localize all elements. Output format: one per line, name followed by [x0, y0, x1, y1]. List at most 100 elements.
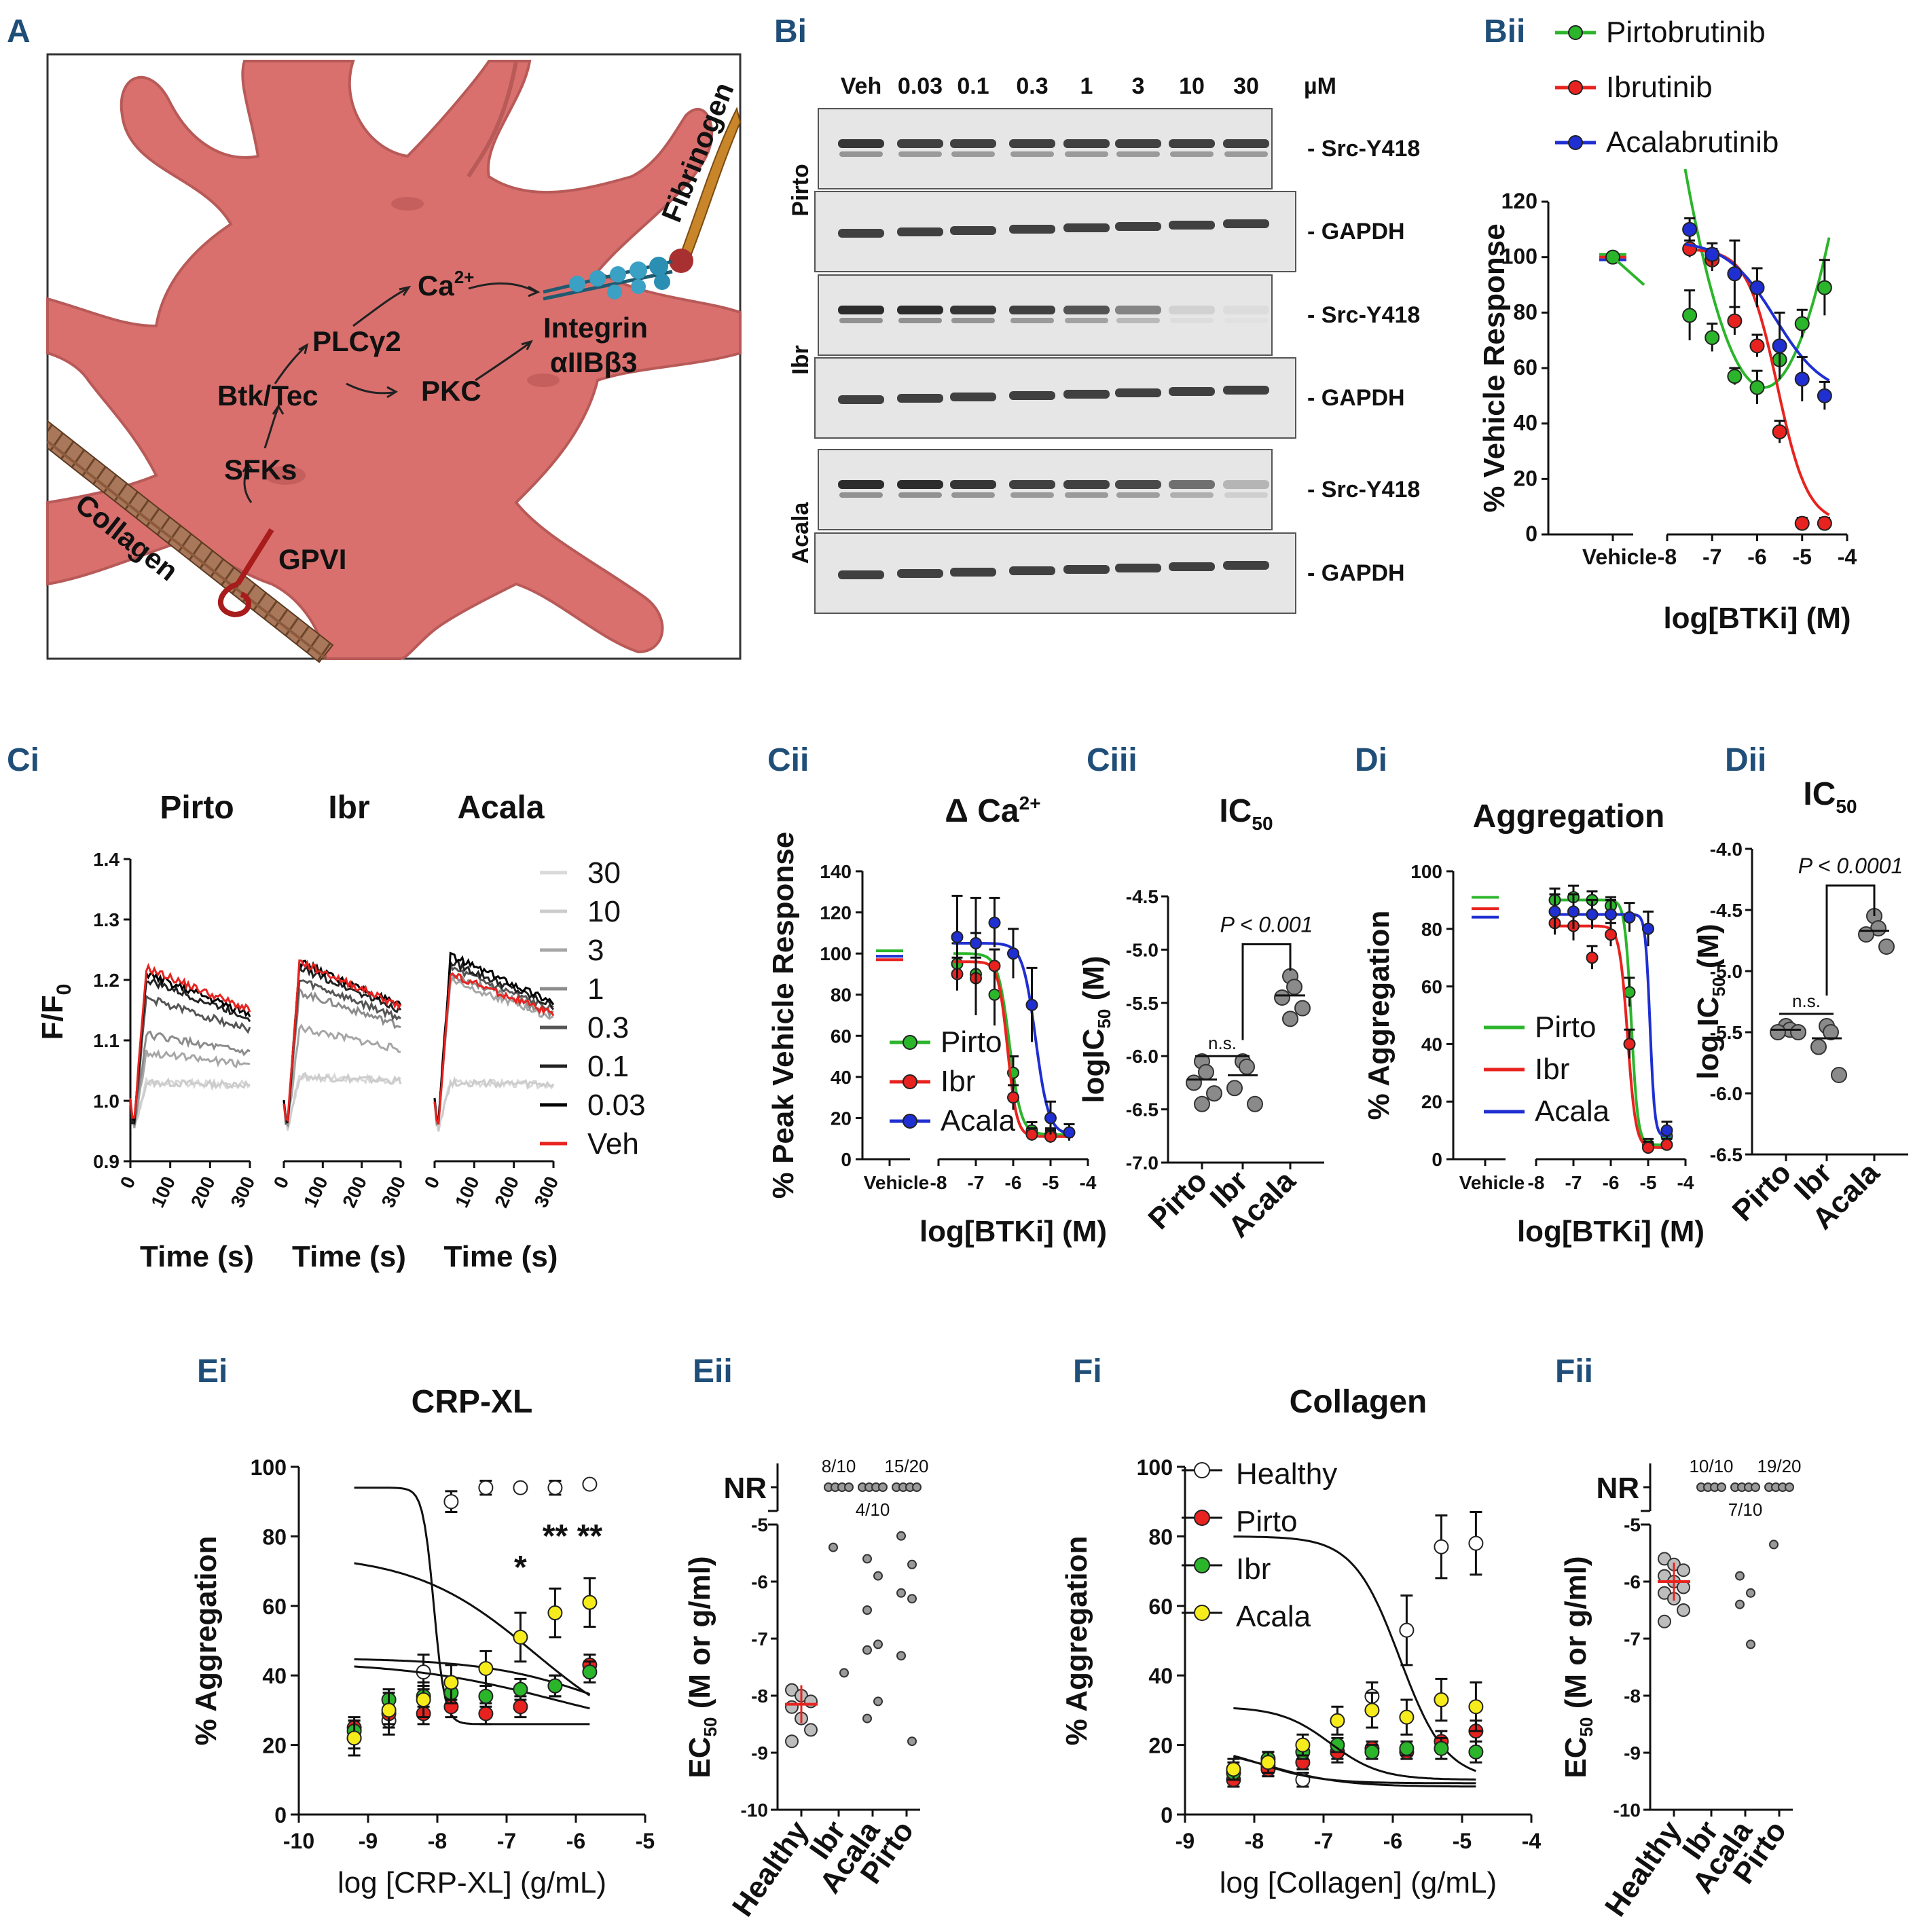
- data-point-ibr: [1623, 1038, 1636, 1051]
- data-point-pirtobrutinib: [1749, 380, 1765, 395]
- nr-count: 19/20: [1757, 1456, 1801, 1476]
- blot-band: [950, 568, 996, 577]
- p-value-annotation: P < 0.0001: [1798, 854, 1903, 878]
- data-point: [1878, 938, 1895, 955]
- data-point-acala: [1044, 1112, 1057, 1125]
- data-point-acala: [443, 1675, 459, 1690]
- x-tick-label: -8: [1528, 1172, 1545, 1193]
- x-category-label: Healthy: [726, 1815, 816, 1922]
- data-point: [862, 1605, 872, 1615]
- x-tick-label: 200: [338, 1173, 371, 1210]
- x-tick-label: -9: [1175, 1829, 1195, 1853]
- blot-band: [1115, 222, 1161, 231]
- y-tick-label: -6.5: [1126, 1099, 1159, 1120]
- blot-concentration-label: 0.1: [957, 73, 989, 99]
- data-point-acala: [1567, 905, 1580, 918]
- trace-pirto-0.3: [129, 994, 251, 1125]
- panel-bii-chart: Bii 0 20 40 60 80 100 120 -8 -7 -6 -5 -4 Vehicle log[…: [1478, 14, 1857, 635]
- blot-band: [838, 395, 884, 404]
- legend-swatch-marker: [1194, 1510, 1210, 1526]
- y-tick-label: 60: [1421, 977, 1442, 998]
- data-point: [907, 1594, 917, 1604]
- blot-band: [1063, 306, 1110, 314]
- y-tick-label: -8: [751, 1685, 768, 1707]
- panel-label-fii: Fii: [1555, 1353, 1593, 1389]
- trace-ibr-1: [282, 986, 401, 1128]
- data-point: [1658, 1614, 1671, 1628]
- data-point-pirtobrutinib: [1727, 369, 1743, 384]
- data-point-pirto: [478, 1706, 494, 1721]
- data-point: [1677, 1563, 1690, 1578]
- nr-point: [1717, 1482, 1726, 1492]
- vehicle-tick-label: Vehicle: [1582, 545, 1657, 569]
- panel-cii-chart: Cii 0 20 40 60 80 100 120 140 -8 -7 -6 -5 -4 Vehicle l…: [767, 742, 1107, 1248]
- data-point-acala: [547, 1605, 563, 1621]
- data-point-acala: [1330, 1713, 1345, 1728]
- fit-curve-acala: [354, 1562, 591, 1696]
- data-point-acala: [1295, 1737, 1311, 1753]
- data-point-pirtobrutinib: [1682, 308, 1698, 323]
- blot-concentration-label: 10: [1179, 73, 1205, 99]
- data-point: [1769, 1539, 1779, 1550]
- blot-strip: [814, 532, 1296, 614]
- data-point-acala: [381, 1702, 397, 1718]
- data-point: [1198, 1063, 1214, 1080]
- trace-acala-Veh: [433, 972, 555, 1125]
- trace-pirto-Veh: [129, 962, 251, 1119]
- panel-label-a: A: [7, 14, 31, 50]
- blot-band: [1169, 306, 1215, 314]
- blot-band-lower: [951, 318, 995, 323]
- nr-label: NR: [1596, 1472, 1639, 1505]
- data-point: [1810, 1038, 1827, 1055]
- pkc-label: PKC: [421, 375, 481, 407]
- y-tick-label: 80: [1421, 919, 1442, 940]
- data-point-acala: [1586, 908, 1599, 921]
- legend-label: Acalabrutinib: [1606, 126, 1779, 159]
- legend-label: 0.03: [587, 1089, 646, 1122]
- data-point: [1735, 1599, 1745, 1609]
- trace-subtitle: Pirto: [160, 790, 234, 826]
- chart-title: Aggregation: [1473, 799, 1665, 835]
- data-point: [828, 1542, 838, 1552]
- blot-band-lower: [1170, 151, 1214, 157]
- data-point-ibrutinib: [1727, 313, 1743, 329]
- x-tick-label: 0: [116, 1173, 140, 1191]
- legend-label: 30: [587, 856, 621, 890]
- y-tick-label: -4.0: [1710, 839, 1743, 860]
- ca-label: Ca2+: [418, 267, 474, 302]
- blot-band-lower: [1010, 492, 1054, 498]
- panel-label-bi: Bi: [774, 14, 807, 50]
- blot-band: [1169, 562, 1215, 571]
- legend-label: 3: [587, 934, 604, 967]
- y-tick-label: -9: [1624, 1743, 1641, 1764]
- chart-title-text: IC: [1219, 793, 1252, 829]
- blot-band: [950, 139, 996, 148]
- y-axis-label-sub: 50: [1094, 1009, 1114, 1029]
- blot-band: [1063, 565, 1110, 574]
- data-point: [1746, 1639, 1755, 1650]
- data-point-healthy: [1434, 1539, 1449, 1554]
- data-point-acala: [1605, 908, 1617, 921]
- data-point: [873, 1639, 883, 1650]
- blot-strip: [818, 449, 1273, 530]
- y-tick-label: -5.5: [1710, 1022, 1743, 1043]
- x-axis-label: log[BTKi] (M): [1517, 1215, 1705, 1248]
- nr-point: [878, 1482, 888, 1492]
- x-category-label: Healthy: [1599, 1815, 1688, 1922]
- panel-label-eii: Eii: [693, 1353, 733, 1389]
- blot-band: [1063, 223, 1110, 232]
- gapdh-label: - GAPDH: [1307, 219, 1405, 244]
- data-point-acala: [970, 937, 982, 949]
- trace-acala-0.1: [433, 959, 555, 1125]
- blot-band: [1009, 566, 1055, 575]
- fit-curve-ibr: [1233, 1755, 1476, 1785]
- data-point-acala: [582, 1594, 598, 1610]
- y-axis-label-sub: 0: [53, 984, 75, 996]
- data-point: [862, 1645, 872, 1655]
- y-tick-label: -5: [751, 1514, 768, 1535]
- data-point-healthy: [513, 1480, 528, 1495]
- data-point: [1677, 1580, 1690, 1594]
- data-point: [873, 1571, 883, 1581]
- legend-label: 1: [587, 972, 604, 1006]
